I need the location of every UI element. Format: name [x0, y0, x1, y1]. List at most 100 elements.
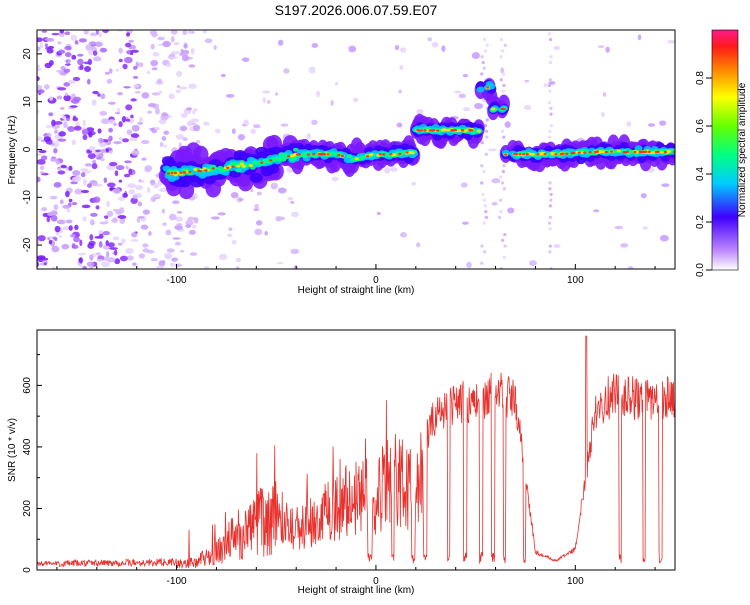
- noise-speckle: [37, 46, 41, 51]
- noise-speckle: [431, 41, 439, 48]
- noise-speckle: [647, 123, 656, 127]
- noise-speckle: [66, 208, 71, 213]
- noise-speckle: [130, 197, 138, 204]
- noise-speckle: [83, 65, 92, 72]
- noise-speckle: [37, 159, 46, 165]
- noise-speckle: [204, 265, 210, 269]
- noise-speckle: [228, 227, 233, 231]
- artifact-speckle: [548, 244, 552, 248]
- noise-speckle: [49, 158, 58, 162]
- noise-speckle: [131, 124, 140, 132]
- noise-speckle: [661, 183, 670, 187]
- noise-speckle: [122, 192, 128, 198]
- ridge-mark: [182, 170, 187, 174]
- noise-speckle: [126, 255, 134, 261]
- noise-speckle: [348, 45, 357, 53]
- artifact-speckle: [485, 43, 489, 47]
- noise-speckle: [95, 205, 100, 210]
- noise-speckle: [398, 89, 402, 94]
- noise-speckle: [626, 121, 632, 127]
- ridge-mark: [522, 153, 526, 156]
- noise-speckle: [158, 260, 166, 267]
- spectrogram-heatmap: [37, 30, 675, 269]
- artifact-speckle: [548, 135, 552, 139]
- noise-speckle: [254, 228, 263, 236]
- noise-speckle: [82, 178, 87, 186]
- noise-speckle: [237, 133, 245, 141]
- noise-speckle: [101, 261, 110, 268]
- noise-speckle: [188, 229, 196, 235]
- noise-speckle: [44, 258, 49, 261]
- noise-speckle: [138, 62, 144, 68]
- noise-speckle: [157, 36, 165, 41]
- noise-speckle: [88, 146, 96, 152]
- noise-speckle: [150, 43, 155, 50]
- noise-speckle: [37, 64, 41, 69]
- noise-speckle: [225, 93, 235, 98]
- noise-speckle: [416, 242, 421, 248]
- noise-speckle: [78, 38, 87, 43]
- noise-speckle: [123, 86, 131, 89]
- artifact-speckle: [503, 232, 507, 237]
- noise-speckle: [331, 176, 339, 182]
- noise-speckle: [276, 261, 284, 265]
- artifact-speckle: [485, 135, 489, 139]
- noise-speckle: [92, 50, 98, 56]
- artifact-speckle: [485, 118, 489, 122]
- noise-speckle: [137, 122, 144, 125]
- noise-speckle: [79, 64, 84, 70]
- noise-speckle: [311, 119, 318, 125]
- noise-speckle: [94, 41, 103, 47]
- noise-speckle: [147, 110, 153, 114]
- ridge-mark: [166, 172, 170, 175]
- noise-speckle: [117, 242, 123, 246]
- ridge-mark: [504, 153, 508, 156]
- ridge-mark: [239, 162, 245, 166]
- noise-speckle: [146, 187, 151, 193]
- noise-speckle: [56, 219, 66, 225]
- noise-speckle: [125, 32, 131, 37]
- snr-y-tick-label: 600: [22, 377, 33, 394]
- noise-speckle: [173, 41, 180, 46]
- noise-speckle: [597, 45, 605, 48]
- noise-speckle: [128, 168, 133, 175]
- colorbar-tick-label: 0.4: [695, 167, 706, 181]
- noise-speckle: [162, 113, 169, 116]
- noise-speckle: [218, 253, 228, 261]
- noise-speckle: [125, 118, 131, 122]
- noise-speckle: [144, 165, 153, 172]
- noise-speckle: [57, 87, 67, 91]
- artifact-speckle: [502, 83, 506, 88]
- noise-speckle: [117, 215, 127, 219]
- ridge-mark: [226, 166, 230, 169]
- noise-speckle: [98, 233, 104, 239]
- noise-speckle: [399, 64, 404, 70]
- ridge-mark: [354, 157, 359, 161]
- artifact-speckle: [499, 37, 504, 42]
- artifact-speckle: [480, 141, 484, 145]
- ridge-mark: [666, 149, 672, 153]
- noise-speckle: [553, 243, 561, 249]
- noise-speckle: [127, 183, 137, 189]
- noise-speckle: [159, 142, 164, 147]
- ridge-mark: [193, 167, 198, 171]
- noise-speckle: [376, 211, 381, 216]
- ridge-mark: [359, 155, 366, 160]
- noise-speckle: [74, 188, 83, 195]
- noise-speckle: [82, 216, 87, 222]
- noise-speckle: [151, 92, 161, 96]
- noise-speckle: [97, 93, 101, 97]
- noise-speckle: [137, 201, 143, 207]
- noise-speckle: [100, 153, 104, 159]
- noise-speckle: [48, 112, 54, 117]
- ridge-mark: [188, 170, 192, 174]
- noise-speckle: [55, 69, 64, 73]
- ridge-mark: [269, 159, 273, 162]
- ridge-mark: [249, 172, 263, 183]
- artifact-speckle: [549, 112, 553, 116]
- noise-speckle: [195, 140, 201, 144]
- ridge-mark: [340, 154, 345, 158]
- noise-speckle: [112, 209, 120, 212]
- noise-speckle: [107, 101, 116, 105]
- noise-speckle: [256, 191, 262, 196]
